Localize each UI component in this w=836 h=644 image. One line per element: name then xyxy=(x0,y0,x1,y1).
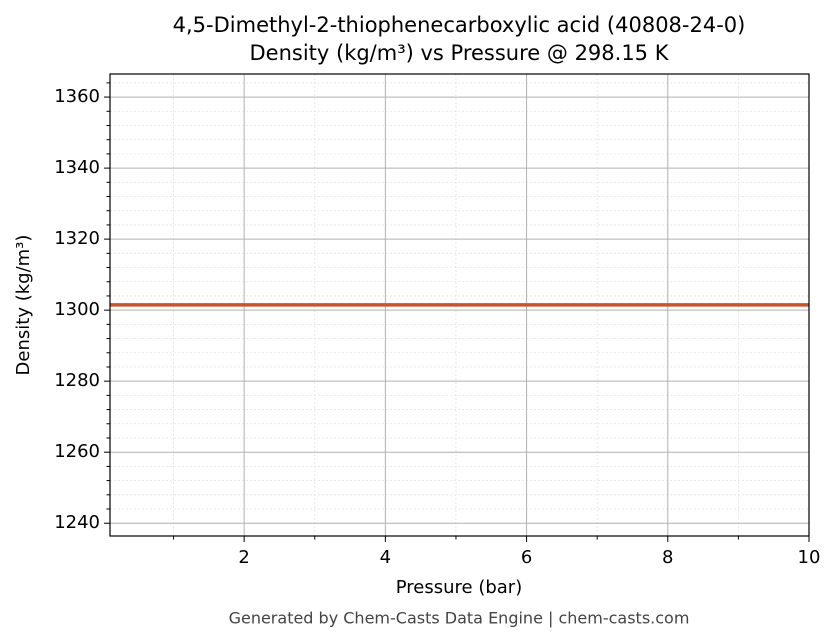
y-tick-label: 1320 xyxy=(54,228,100,249)
x-tick-label: 4 xyxy=(380,547,391,568)
y-tick-label: 1360 xyxy=(54,86,100,107)
x-tick-label: 8 xyxy=(662,547,673,568)
y-tick-label: 1300 xyxy=(54,299,100,320)
footer: Generated by Chem-Casts Data Engine | ch… xyxy=(229,609,690,628)
y-tick-label: 1340 xyxy=(54,157,100,178)
x-tick-label: 6 xyxy=(521,547,532,568)
plot-frame xyxy=(109,73,810,537)
chart-title: 4,5-Dimethyl-2-thiophenecarboxylic acid … xyxy=(173,13,746,37)
chart-subtitle: Density (kg/m³) vs Pressure @ 298.15 K xyxy=(249,41,669,65)
y-tick-label: 1280 xyxy=(54,370,100,391)
y-tick-label: 1240 xyxy=(54,512,100,533)
y-axis-label: Density (kg/m³) xyxy=(13,235,34,376)
x-tick-label: 2 xyxy=(238,547,249,568)
x-axis-label: Pressure (bar) xyxy=(396,577,522,598)
x-tick-label: 10 xyxy=(798,547,821,568)
y-tick-label: 1260 xyxy=(54,441,100,462)
